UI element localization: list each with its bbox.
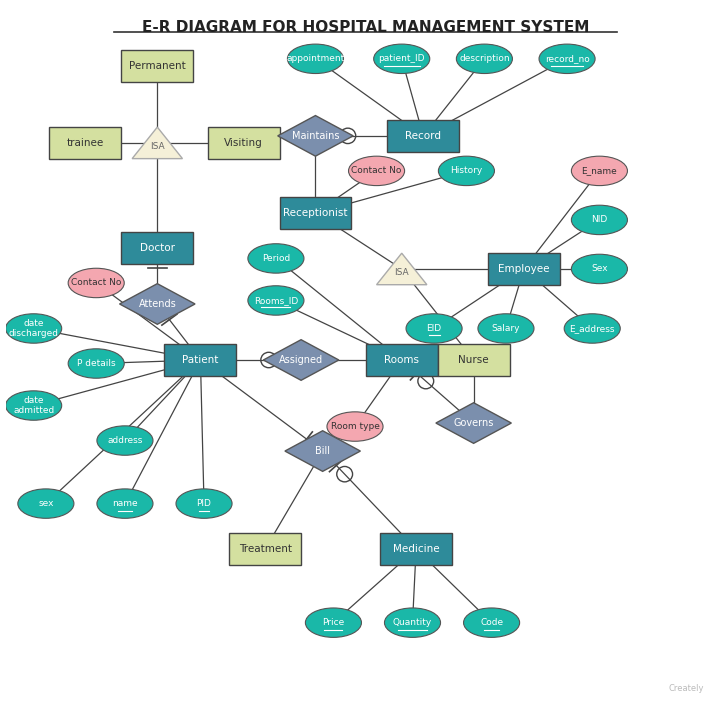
FancyBboxPatch shape xyxy=(50,127,122,159)
Ellipse shape xyxy=(456,44,513,73)
Text: Patient: Patient xyxy=(182,355,218,365)
FancyBboxPatch shape xyxy=(122,49,193,82)
Text: Visiting: Visiting xyxy=(224,138,263,148)
Text: Rooms_ID: Rooms_ID xyxy=(254,296,298,305)
FancyBboxPatch shape xyxy=(207,127,280,159)
Text: Salary: Salary xyxy=(491,324,521,333)
FancyBboxPatch shape xyxy=(280,197,352,229)
Text: Period: Period xyxy=(262,254,290,263)
Text: E_name: E_name xyxy=(582,167,617,175)
Ellipse shape xyxy=(68,268,124,298)
Text: Employee: Employee xyxy=(498,264,550,274)
Text: trainee: trainee xyxy=(67,138,104,148)
Ellipse shape xyxy=(571,254,628,284)
Ellipse shape xyxy=(68,349,124,378)
Text: E_address: E_address xyxy=(569,324,615,333)
Ellipse shape xyxy=(373,44,430,73)
FancyBboxPatch shape xyxy=(165,344,237,376)
Text: name: name xyxy=(112,499,138,508)
FancyBboxPatch shape xyxy=(229,533,301,566)
Text: Price: Price xyxy=(323,618,344,627)
Polygon shape xyxy=(132,127,183,159)
FancyBboxPatch shape xyxy=(438,344,510,376)
Text: Contact No: Contact No xyxy=(71,278,122,287)
Text: Treatment: Treatment xyxy=(239,544,292,554)
Ellipse shape xyxy=(478,313,534,343)
Text: Record: Record xyxy=(405,131,441,141)
Ellipse shape xyxy=(6,391,62,420)
FancyBboxPatch shape xyxy=(488,253,560,285)
Ellipse shape xyxy=(571,156,628,186)
Text: Contact No: Contact No xyxy=(352,167,402,175)
Text: Medicine: Medicine xyxy=(393,544,440,554)
Ellipse shape xyxy=(564,313,620,343)
Polygon shape xyxy=(277,116,353,156)
Text: Doctor: Doctor xyxy=(140,243,175,253)
Ellipse shape xyxy=(327,412,383,441)
Ellipse shape xyxy=(6,313,62,343)
Text: Bill: Bill xyxy=(315,446,330,456)
Text: EID: EID xyxy=(427,324,442,333)
Text: Creately: Creately xyxy=(668,683,704,693)
Polygon shape xyxy=(436,402,511,443)
Text: NID: NID xyxy=(591,215,608,225)
Text: sex: sex xyxy=(38,499,54,508)
Text: ISA: ISA xyxy=(150,143,165,151)
Text: Sex: Sex xyxy=(591,265,608,273)
FancyBboxPatch shape xyxy=(387,120,459,152)
Ellipse shape xyxy=(571,205,628,234)
Text: description: description xyxy=(459,54,510,64)
FancyBboxPatch shape xyxy=(380,533,452,566)
Text: date
admitted: date admitted xyxy=(13,396,55,415)
Text: ISA: ISA xyxy=(395,268,409,277)
Text: appointment: appointment xyxy=(286,54,344,64)
Text: E-R DIAGRAM FOR HOSPITAL MANAGEMENT SYSTEM: E-R DIAGRAM FOR HOSPITAL MANAGEMENT SYST… xyxy=(142,20,590,35)
Ellipse shape xyxy=(97,426,153,455)
Text: Governs: Governs xyxy=(454,418,494,428)
Text: record_no: record_no xyxy=(545,54,590,64)
Ellipse shape xyxy=(384,608,440,638)
Ellipse shape xyxy=(18,489,74,518)
Text: date
discharged: date discharged xyxy=(9,319,59,338)
Text: PID: PID xyxy=(197,499,211,508)
Text: Nurse: Nurse xyxy=(459,355,489,365)
Ellipse shape xyxy=(176,489,232,518)
Ellipse shape xyxy=(288,44,344,73)
Text: Quantity: Quantity xyxy=(393,618,432,627)
Text: P details: P details xyxy=(77,359,116,368)
Ellipse shape xyxy=(349,156,405,186)
Ellipse shape xyxy=(438,156,494,186)
Text: Assigned: Assigned xyxy=(279,355,323,365)
Ellipse shape xyxy=(305,608,362,638)
Polygon shape xyxy=(264,340,339,381)
Text: address: address xyxy=(107,436,143,445)
Text: Rooms: Rooms xyxy=(384,355,419,365)
Ellipse shape xyxy=(97,489,153,518)
Ellipse shape xyxy=(464,608,520,638)
Text: Code: Code xyxy=(480,618,503,627)
Text: Permanent: Permanent xyxy=(129,61,186,71)
Text: Maintains: Maintains xyxy=(292,131,339,141)
Polygon shape xyxy=(285,431,360,472)
Ellipse shape xyxy=(539,44,595,73)
Polygon shape xyxy=(376,253,427,285)
FancyBboxPatch shape xyxy=(365,344,438,376)
Ellipse shape xyxy=(406,313,462,343)
Polygon shape xyxy=(119,284,195,324)
FancyBboxPatch shape xyxy=(122,232,193,264)
Text: Receptionist: Receptionist xyxy=(283,208,348,218)
Text: Attends: Attends xyxy=(138,299,176,309)
Text: History: History xyxy=(451,167,483,175)
Text: Room type: Room type xyxy=(331,422,379,431)
Ellipse shape xyxy=(248,244,304,273)
Text: patient_ID: patient_ID xyxy=(379,54,425,64)
Ellipse shape xyxy=(248,286,304,315)
